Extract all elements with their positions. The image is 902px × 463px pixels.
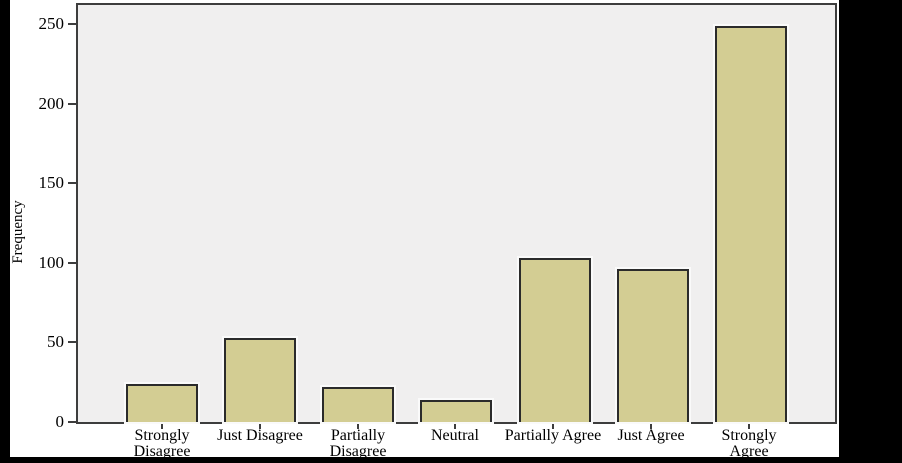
x-tick-label: Partially Disagree (283, 428, 433, 460)
y-tick-mark (68, 102, 76, 105)
x-tick-mark (259, 424, 261, 429)
x-tick-mark (454, 424, 456, 429)
y-tick-label: 50 (47, 332, 64, 352)
x-tick-label-line: Strongly (721, 427, 777, 444)
y-tick-mark (68, 341, 76, 344)
y-tick-label: 200 (38, 93, 65, 113)
x-tick-mark (161, 424, 163, 429)
bar-partially-disagree (320, 385, 397, 424)
y-tick-mark (68, 421, 76, 423)
left-black-border (0, 0, 10, 463)
bar-partially-agree (516, 256, 593, 424)
y-tick-mark (68, 23, 76, 25)
bar-neutral (418, 398, 495, 424)
x-tick-mark (357, 424, 359, 429)
x-tick-label: Partially Agree (478, 428, 628, 444)
x-tick-label-line: Partially (330, 427, 386, 444)
x-tick-label: Neutral (380, 428, 530, 444)
x-tick-label: Strongly Agree (674, 428, 824, 460)
y-tick-mark (68, 182, 76, 185)
bar-just-agree (614, 267, 691, 424)
x-tick-mark (552, 424, 554, 429)
x-tick-label-line: Just Agree (617, 427, 685, 444)
x-tick-label-line: Just Disagree (217, 427, 303, 444)
bottom-black-border (0, 457, 902, 463)
y-tick-label: 0 (55, 412, 65, 431)
x-tick-label-line: Partially Agree (504, 427, 602, 444)
y-axis-title: Frequency (10, 200, 26, 264)
bar-just-disagree (222, 336, 299, 424)
y-tick-mark (68, 261, 76, 264)
y-tick-label: 250 (38, 14, 65, 33)
bars-container (78, 5, 835, 424)
x-tick-label: Just Agree (576, 428, 726, 444)
x-tick-label-line: Strongly (134, 427, 190, 444)
bar-strongly-disagree (124, 382, 200, 424)
x-tick-mark (748, 424, 750, 429)
x-tick-label: Just Disagree (185, 428, 335, 444)
x-tick-mark (650, 424, 652, 429)
x-tick-label-line: Neutral (431, 427, 479, 444)
bar-strongly-agree (712, 24, 789, 424)
right-black-border (839, 0, 902, 463)
x-tick-label: Strongly Disagree (87, 428, 237, 460)
plot-area (76, 3, 837, 424)
